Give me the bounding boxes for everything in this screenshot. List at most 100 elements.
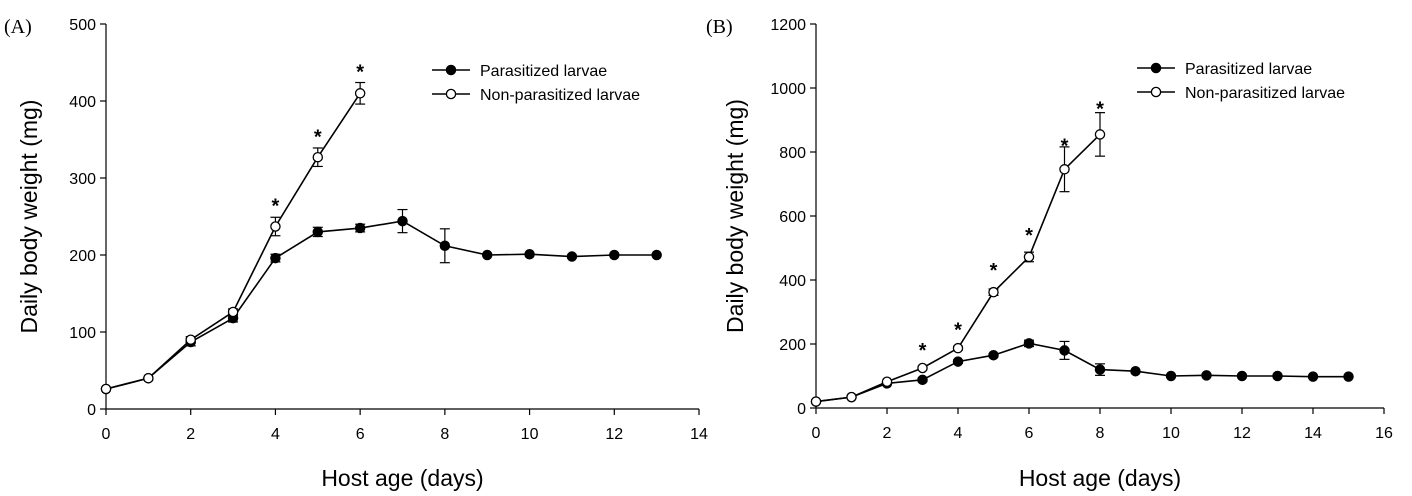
x-tick-label: 6 bbox=[356, 426, 365, 443]
data-point bbox=[609, 249, 620, 261]
data-point bbox=[1307, 371, 1319, 382]
series-line bbox=[815, 342, 1349, 403]
data-point bbox=[1094, 364, 1106, 375]
data-point bbox=[810, 396, 822, 407]
x-tick-label: 14 bbox=[1304, 425, 1322, 442]
data-point bbox=[481, 249, 493, 261]
data-point bbox=[846, 391, 857, 403]
data-point bbox=[100, 383, 112, 395]
panel-label: (B) bbox=[706, 16, 733, 38]
series-parasitized bbox=[810, 338, 1354, 407]
y-tick-label: 500 bbox=[69, 17, 96, 34]
legend-marker bbox=[445, 64, 457, 76]
series-non-parasitized bbox=[810, 112, 1106, 407]
data-point bbox=[143, 372, 154, 384]
data-point bbox=[952, 356, 964, 367]
data-point bbox=[1059, 164, 1070, 175]
y-tick-label: 400 bbox=[779, 273, 806, 290]
legend-label: Non-parasitized larvae bbox=[480, 87, 640, 104]
panel-b: (B) 0 200 400 600 800 1000 1200 0 2 4 6 8 10 12 14 16 Hos… bbox=[706, 16, 1393, 491]
x-tick-label: 4 bbox=[954, 425, 963, 442]
y-tick-label: 100 bbox=[69, 325, 96, 342]
y-tick-label: 400 bbox=[69, 94, 96, 111]
data-point bbox=[354, 88, 366, 99]
data-point bbox=[1130, 365, 1141, 377]
data-point bbox=[1201, 370, 1212, 381]
x-tick-label: 8 bbox=[1096, 425, 1105, 442]
data-point bbox=[312, 226, 324, 238]
y-tick-label: 1000 bbox=[770, 81, 806, 98]
legend-label: Non-parasitized larvae bbox=[1185, 85, 1345, 102]
data-point bbox=[354, 222, 366, 234]
y-axis-title: Daily body weight (mg) bbox=[722, 99, 748, 333]
x-tick-label: 0 bbox=[102, 426, 111, 443]
significance-star: * bbox=[356, 62, 364, 84]
x-tick-label: 12 bbox=[605, 426, 623, 443]
data-point bbox=[270, 252, 281, 264]
series-line bbox=[105, 220, 657, 390]
data-point bbox=[227, 306, 239, 318]
x-tick-label: 10 bbox=[1162, 425, 1180, 442]
panel-label: (A) bbox=[4, 16, 32, 38]
significance-star: * bbox=[954, 319, 962, 341]
data-point bbox=[952, 342, 964, 354]
data-point bbox=[1165, 370, 1177, 382]
y-axis-title: Daily body weight (mg) bbox=[16, 100, 42, 334]
x-tick-label: 0 bbox=[812, 425, 821, 442]
data-point bbox=[439, 240, 451, 252]
x-axis-title: Host age (days) bbox=[321, 465, 483, 491]
significance-star: * bbox=[272, 196, 280, 218]
series-line bbox=[105, 92, 361, 390]
data-point bbox=[651, 249, 662, 261]
data-point bbox=[1272, 370, 1283, 382]
y-tick-label: 1200 bbox=[770, 17, 806, 34]
data-point bbox=[881, 376, 893, 388]
x-tick-label: 12 bbox=[1233, 425, 1251, 442]
data-point bbox=[566, 251, 578, 262]
significance-star: * bbox=[1061, 135, 1069, 157]
data-point bbox=[1023, 338, 1035, 349]
data-point bbox=[917, 374, 928, 386]
legend-label: Parasitized larvae bbox=[1185, 61, 1312, 78]
significance-star: * bbox=[314, 126, 322, 148]
data-point bbox=[1343, 371, 1354, 382]
data-point bbox=[988, 349, 999, 361]
significance-star: * bbox=[1025, 225, 1033, 247]
legend-marker bbox=[1150, 86, 1162, 98]
data-point bbox=[1023, 251, 1035, 263]
x-tick-label: 10 bbox=[521, 426, 539, 443]
data-point bbox=[1059, 345, 1070, 356]
significance-star: * bbox=[919, 340, 927, 362]
data-point bbox=[185, 334, 196, 345]
data-point bbox=[397, 215, 408, 227]
y-tick-label: 600 bbox=[779, 209, 806, 226]
data-point bbox=[917, 362, 928, 374]
x-tick-label: 2 bbox=[883, 425, 892, 442]
data-point bbox=[988, 286, 999, 298]
x-tick-label: 16 bbox=[1375, 425, 1393, 442]
series-non-parasitized bbox=[100, 81, 366, 395]
panel-a: (A) 0 100 200 300 400 500 0 2 4 6 8 10 12 14 Host age (… bbox=[4, 16, 708, 491]
data-point bbox=[1094, 129, 1106, 140]
x-tick-label: 2 bbox=[186, 426, 195, 443]
series-parasitized bbox=[100, 208, 662, 395]
y-tick-label: 200 bbox=[779, 337, 806, 354]
data-point bbox=[270, 221, 281, 232]
x-tick-label: 4 bbox=[271, 426, 280, 443]
legend-label: Parasitized larvae bbox=[480, 63, 607, 80]
y-tick-label: 0 bbox=[797, 401, 806, 418]
x-tick-label: 8 bbox=[440, 426, 449, 443]
x-axis-title: Host age (days) bbox=[1019, 465, 1181, 491]
significance-star: * bbox=[990, 260, 998, 282]
legend-marker bbox=[1150, 62, 1162, 74]
data-point bbox=[312, 151, 324, 163]
y-tick-label: 300 bbox=[69, 171, 96, 188]
legend: Parasitized larvae Non-parasitized larvae bbox=[1137, 61, 1345, 102]
legend: Parasitized larvae Non-parasitized larvae bbox=[432, 63, 640, 104]
x-tick-label: 14 bbox=[690, 426, 708, 443]
data-point bbox=[524, 248, 535, 260]
x-tick-label: 6 bbox=[1025, 425, 1034, 442]
significance-star: * bbox=[1096, 99, 1104, 121]
